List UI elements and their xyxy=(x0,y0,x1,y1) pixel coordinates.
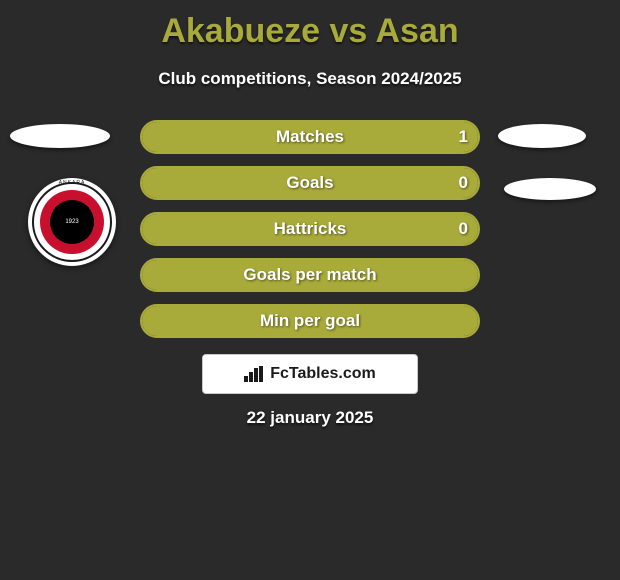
player-photo-placeholder-right-1 xyxy=(498,124,586,148)
stat-row: Matches1 xyxy=(140,120,480,154)
club-logo-center: 1923 xyxy=(56,206,88,238)
chart-icon xyxy=(244,366,264,382)
stat-row: Min per goal xyxy=(140,304,480,338)
page-title: Akabueze vs Asan xyxy=(0,0,620,51)
stat-label: Goals xyxy=(142,168,478,198)
stats-container: Matches1Goals0Hattricks0Goals per matchM… xyxy=(140,120,480,350)
stat-label: Matches xyxy=(142,122,478,152)
stat-label: Min per goal xyxy=(142,306,478,336)
page-subtitle: Club competitions, Season 2024/2025 xyxy=(0,69,620,89)
club-logo-text: ANKARA xyxy=(28,180,116,186)
player-photo-placeholder-right-2 xyxy=(504,178,596,200)
stat-value-right: 0 xyxy=(459,214,468,244)
stat-value-right: 0 xyxy=(459,168,468,198)
club-logo-left: ANKARA 1923 xyxy=(28,178,116,266)
stat-label: Goals per match xyxy=(142,260,478,290)
stat-label: Hattricks xyxy=(142,214,478,244)
brand-label: FcTables.com xyxy=(270,365,376,383)
club-logo-inner: 1923 xyxy=(40,190,104,254)
stat-row: Hattricks0 xyxy=(140,212,480,246)
player-photo-placeholder-left-0 xyxy=(10,124,110,148)
date-label: 22 january 2025 xyxy=(0,408,620,428)
stat-value-right: 1 xyxy=(459,122,468,152)
stat-row: Goals0 xyxy=(140,166,480,200)
brand-badge[interactable]: FcTables.com xyxy=(202,354,418,394)
stat-row: Goals per match xyxy=(140,258,480,292)
